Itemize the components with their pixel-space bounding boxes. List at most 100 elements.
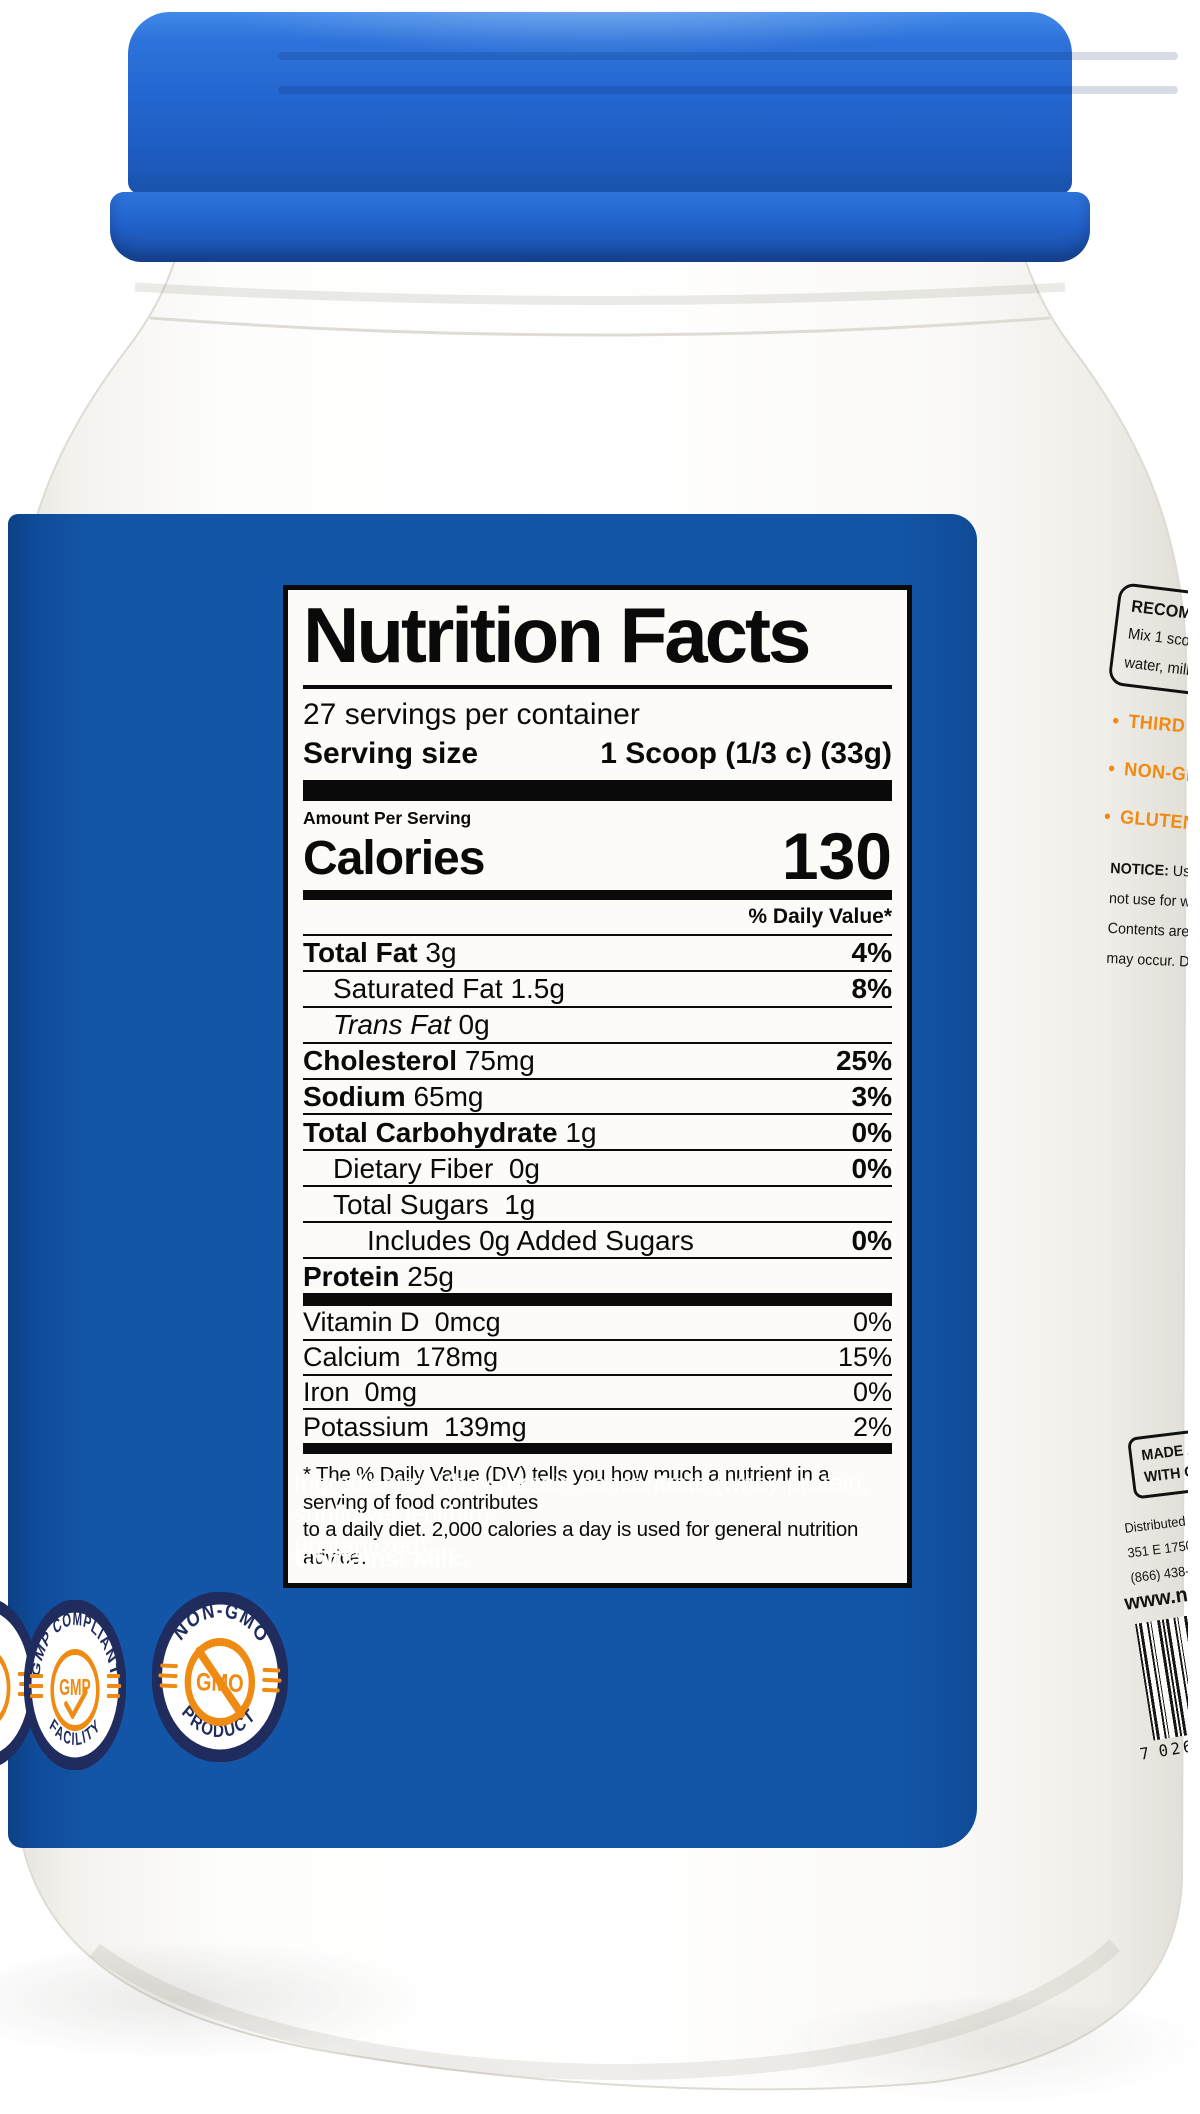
feature-bullet: GLUTEN-FR (1103, 806, 1188, 839)
nutrient-name: Cholesterol (303, 1045, 458, 1077)
nutrient-dv: 4% (851, 937, 892, 969)
ground-shadow-left (0, 1945, 440, 2065)
footnote-line: * The % Daily Value (DV) tells you how m… (303, 1463, 830, 1514)
vitamin-row: Calcium 178mg 15% (303, 1338, 892, 1374)
nutrient-row: Total Carbohydrate 1g 0% (303, 1113, 892, 1149)
nutrient-amount: 1g (565, 1116, 597, 1148)
ingredients-line: Ingredients: Whey protein concentrate (w… (294, 1470, 869, 1529)
nutrient-name: Calcium (303, 1342, 401, 1373)
gmp-badge-graphic: GMP COMPLIANT FACILITY GMP (23, 1599, 127, 1771)
lid-ridge (278, 52, 1178, 60)
nutrient-amount: 1.5g (510, 973, 565, 1005)
nutrient-dv: 0% (851, 1152, 892, 1184)
nutrient-name: Total Fat (303, 937, 418, 969)
footnote-line: to a daily diet. 2,000 calories a day is… (303, 1518, 859, 1569)
nutrient-row: Protein 25g (303, 1257, 892, 1293)
calories-label: Calories (303, 831, 485, 885)
nutrient-row: Total Sugars 1g (303, 1185, 892, 1221)
nutrient-amount: 65mg (413, 1081, 484, 1113)
nutrient-amount: 75mg (464, 1045, 535, 1077)
feature-bullets: THIRD PART NON-GMO GLUTEN-FR (1100, 710, 1188, 865)
nutrient-row: Includes 0g Added Sugars 0% (303, 1221, 892, 1257)
nutrient-name: Saturated Fat (333, 973, 503, 1005)
vitamin-row: Iron 0mg 0% (303, 1373, 892, 1409)
nutrient-amount: 3g (425, 937, 457, 969)
check-icon (64, 1689, 88, 1719)
nutrient-amount: 0g (458, 1009, 490, 1041)
nutrient-dv: 0% (852, 1377, 892, 1408)
serving-size-label: Serving size (303, 736, 479, 770)
vitamin-row: Potassium 139mg 2% (303, 1408, 892, 1443)
nutrient-dv: 0% (851, 1224, 892, 1256)
nutrient-dv: 0% (852, 1307, 892, 1338)
calories-row: Calories 130 (303, 818, 892, 893)
nutrient-name: Protein (303, 1260, 400, 1292)
calories-value: 130 (781, 818, 892, 893)
barcode-digit: 7 (1138, 1743, 1151, 1764)
serving-size-value: 1 Scoop (1/3 c) (33g) (600, 736, 892, 770)
nutrient-amount: 0g (508, 1152, 540, 1184)
ingredients-line: (instantized). (294, 1532, 435, 1560)
made-quality-box: MADE AND QUA WITH GLOBALLY (1127, 1407, 1188, 1500)
distributor-info: Distributed by Nutricost 351 E 1750 N Vi… (1123, 1497, 1188, 1591)
nutrient-name: Potassium (303, 1411, 430, 1442)
divider-bar (303, 889, 892, 900)
daily-value-header: % Daily Value* (748, 904, 892, 928)
nutrient-row: Saturated Fat 1.5g 8% (303, 969, 892, 1006)
nutrient-dv: 15% (837, 1342, 892, 1373)
nutrient-name: Dietary Fiber (333, 1152, 494, 1184)
ground-shadow-right (760, 2000, 1200, 2110)
lid-ridge (278, 86, 1178, 94)
nutrient-dv: 8% (851, 973, 892, 1005)
feature-bullet: NON-GMO (1107, 758, 1188, 791)
divider-bar (303, 779, 892, 801)
recommended-use-box: RECOMMENDED Mix 1 scoop (ap water, milk,… (1107, 582, 1188, 718)
nutrient-name: Sodium (303, 1081, 406, 1113)
nutrient-dv: 3% (851, 1081, 892, 1113)
notice-line: Use this p (1172, 862, 1188, 883)
notice-label: NOTICE: (1109, 859, 1170, 880)
nutrient-amount: 1g (504, 1188, 536, 1220)
nutrient-amount: 0mcg (434, 1307, 501, 1338)
non-gmo-badge-graphic: NON-GMO PRODUCT GMO (151, 1591, 289, 1763)
nutrient-row: Total Fat 3g 4% (303, 933, 892, 970)
ingredients-text: Ingredients: Whey protein concentrate (w… (294, 1468, 934, 1562)
notice-line: may occur. Do no (1106, 949, 1188, 972)
vitamin-row: Vitamin D 0mcg 0% (303, 1306, 892, 1339)
made-quality-line: MADE AND QUA (1140, 1434, 1188, 1465)
allergen-statement: Contains: Milk. (294, 1546, 469, 1573)
nutrition-facts-panel: Nutrition Facts 27 servings per containe… (283, 585, 912, 1589)
nutrition-facts-title: Nutrition Facts (303, 596, 892, 689)
recommended-use-line: water, milk, or (1123, 653, 1188, 682)
nutrient-name: Iron (303, 1377, 350, 1408)
nutrient-row: Dietary Fiber 0g 0% (303, 1149, 892, 1185)
side-panel: RECOMMENDED Mix 1 scoop (ap water, milk,… (977, 560, 1188, 1920)
nutrient-row: Sodium 65mg 3% (303, 1077, 892, 1114)
badge-center-text: GMP (59, 1676, 90, 1701)
nutrient-amount: 139mg (444, 1411, 527, 1442)
nutrient-name: Total Carbohydrate (303, 1116, 558, 1148)
nutrient-dv: 0% (851, 1116, 892, 1148)
nutrient-name: Vitamin D (303, 1307, 420, 1338)
nutrient-name: Includes 0g Added Sugars (367, 1224, 694, 1256)
feature-bullet: THIRD PART (1111, 710, 1188, 743)
notice-text: NOTICE: Use this p not use for weigh Con… (1106, 854, 1188, 979)
jar-lid (128, 12, 1178, 194)
nutrient-name: Trans Fat (333, 1009, 451, 1041)
nutrient-name: Total Sugars (333, 1188, 489, 1220)
upc-barcode: 7 02669 (1135, 1589, 1188, 1764)
nutrient-amount: 178mg (415, 1342, 499, 1373)
no-symbol-slash (195, 1646, 245, 1719)
nutrient-row: Trans Fat 0g (303, 1005, 892, 1042)
daily-value-footnote: * The % Daily Value (DV) tells you how m… (303, 1461, 892, 1571)
amount-per-serving: Amount Per Serving (303, 807, 472, 828)
nutrient-dv: 25% (835, 1045, 892, 1077)
serving-size-row: Serving size 1 Scoop (1/3 c) (33g) (303, 737, 892, 780)
jar-lid-flange (110, 192, 1090, 262)
gmp-compliant-badge: GMP COMPLIANT FACILITY GMP (23, 1599, 127, 1771)
nutrient-amount: 0mg (364, 1377, 418, 1408)
nutrient-dv: 2% (852, 1411, 892, 1442)
divider-bar (303, 1443, 892, 1455)
nutrient-amount: 25g (407, 1260, 454, 1292)
